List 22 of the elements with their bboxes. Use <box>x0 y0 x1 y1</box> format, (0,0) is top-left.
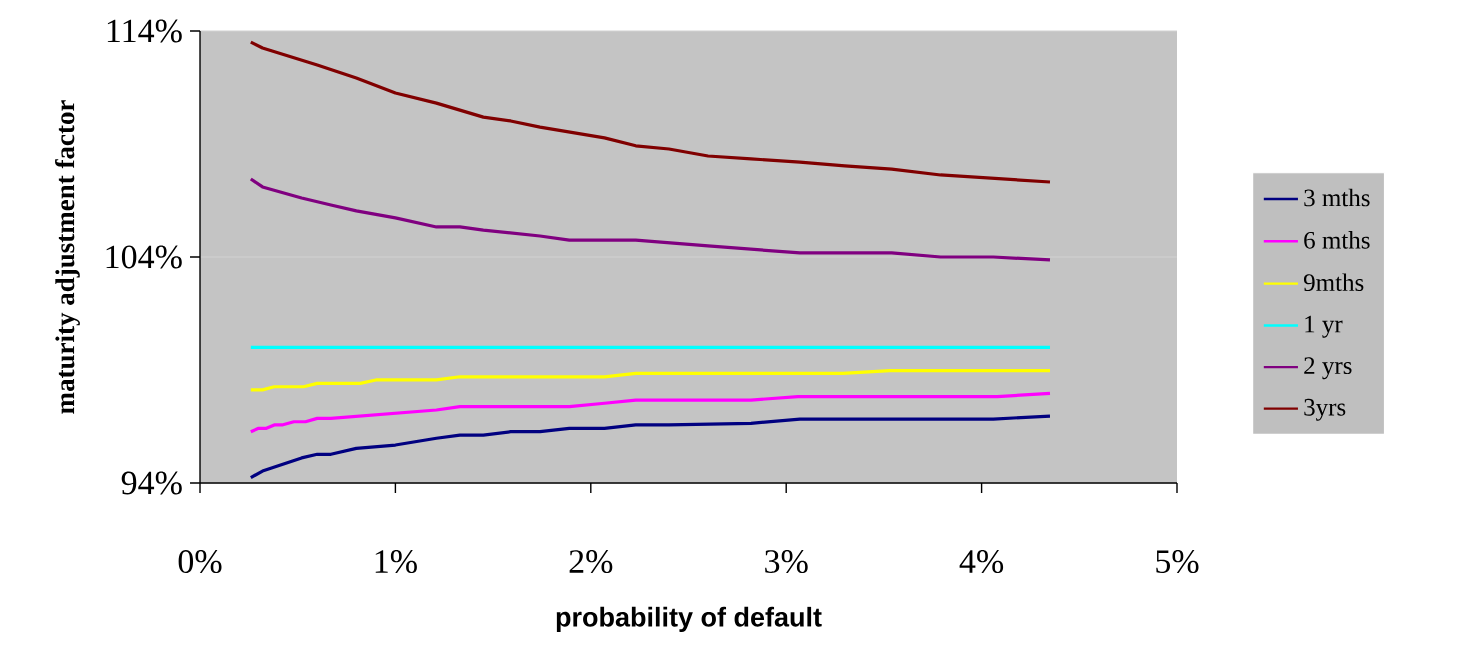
line-series <box>249 40 1052 184</box>
y-tick-label: 114% <box>107 19 182 43</box>
y-axis-title: maturity adjustment factor <box>55 100 80 414</box>
x-tick-label: 1% <box>375 550 417 574</box>
legend-label: 2 yrs <box>1304 357 1352 380</box>
legend-label: 1 yr <box>1305 315 1343 338</box>
x-tick-label: 4% <box>959 550 1004 574</box>
y-tick-label: 94% <box>121 471 182 495</box>
x-tick-label: 2% <box>569 550 613 574</box>
x-tick-label: 5% <box>1156 550 1199 574</box>
line-series <box>249 414 1052 480</box>
x-tick-label: 3% <box>765 550 808 574</box>
line-series <box>249 177 1052 262</box>
legend-label: 9mths <box>1303 273 1364 292</box>
line-series <box>249 391 1052 434</box>
legend-label: 3 mths <box>1304 188 1370 207</box>
x-axis-title: probability of default <box>556 606 822 633</box>
legend-label: 3yrs <box>1304 398 1346 421</box>
x-tick-label: 0% <box>178 550 222 574</box>
y-tick-label: 104% <box>106 245 182 269</box>
legend-label: 6 mths <box>1304 231 1370 249</box>
line-series <box>249 369 1052 392</box>
